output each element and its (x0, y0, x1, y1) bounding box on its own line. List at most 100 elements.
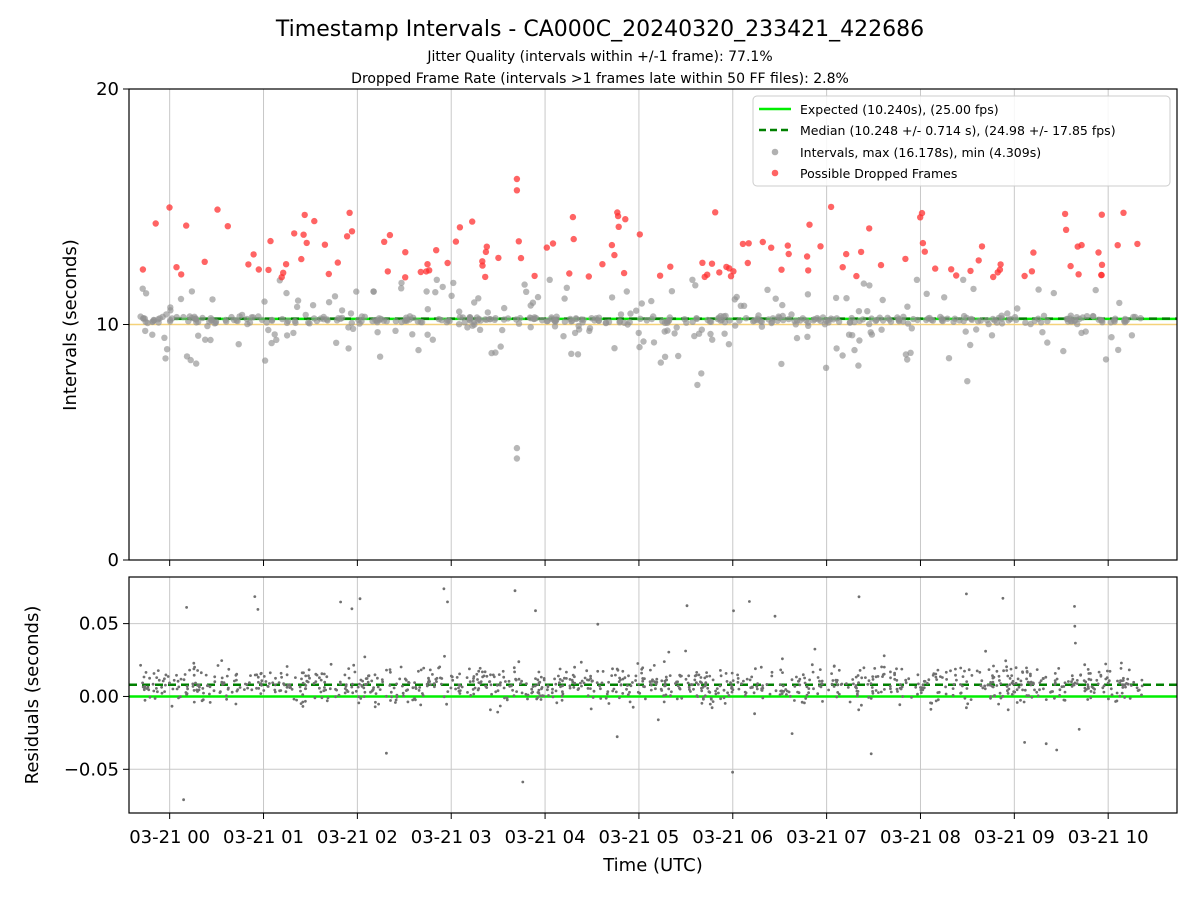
residual-point (773, 614, 777, 618)
residual-point (1042, 687, 1045, 691)
dropped-frame-point (1114, 242, 1121, 249)
residual-point (419, 703, 423, 707)
interval-point (765, 316, 772, 323)
residual-point (230, 690, 234, 694)
residual-point (1101, 686, 1105, 690)
residual-point (188, 668, 192, 672)
residual-point (1086, 683, 1090, 686)
residual-point (1023, 688, 1027, 692)
residual-point (433, 685, 436, 689)
residual-point (141, 681, 145, 685)
residual-point (914, 685, 918, 689)
residual-point (1119, 679, 1122, 682)
dropped-frame-point (990, 273, 997, 281)
residual-point (803, 681, 807, 685)
residual-point (406, 700, 410, 704)
residual-point (517, 677, 521, 681)
residual-point (788, 694, 792, 698)
interval-point (785, 315, 792, 323)
residual-point (1086, 668, 1090, 671)
residual-point (185, 606, 189, 609)
residual-point (586, 694, 590, 697)
residual-point (170, 704, 174, 708)
residual-point (304, 699, 307, 703)
interval-point (617, 311, 625, 318)
residual-point (600, 681, 604, 685)
residual-point (502, 686, 506, 690)
residuals-axes-frame (128, 576, 1178, 814)
interval-point (1137, 315, 1144, 322)
residual-point (990, 684, 994, 688)
residual-point (961, 684, 964, 688)
residual-point (606, 690, 610, 694)
dropped-frame-point (325, 270, 332, 278)
interval-point (1095, 316, 1102, 323)
interval-point (866, 320, 873, 328)
residual-point (1106, 669, 1109, 673)
interval-point (650, 339, 658, 346)
residual-point (539, 694, 542, 698)
residual-point (618, 696, 621, 700)
residual-point (536, 683, 540, 686)
x-tick-label: 03-21 08 (880, 827, 961, 848)
interval-point (167, 307, 174, 314)
residual-point (301, 700, 305, 704)
residual-point (888, 684, 892, 688)
interval-point (261, 357, 269, 364)
interval-point (551, 323, 559, 330)
dropped-frame-point (745, 240, 752, 247)
dropped-frame-point (348, 228, 356, 235)
residual-point (770, 670, 774, 674)
interval-point (779, 312, 786, 320)
dropped-frame-point (759, 238, 766, 246)
residual-point (521, 780, 525, 784)
residual-point (693, 678, 697, 682)
dropped-frame-point (495, 254, 502, 262)
residual-point (1039, 679, 1043, 682)
residual-point (359, 697, 363, 700)
residual-point (607, 702, 611, 705)
residual-point (1063, 681, 1067, 685)
residual-point (978, 670, 982, 674)
dropped-frame-point (426, 267, 433, 274)
interval-point (527, 324, 534, 331)
interval-point (202, 336, 209, 343)
residual-point (498, 704, 502, 708)
residual-point (801, 673, 805, 677)
residual-point (599, 697, 603, 700)
residual-point (490, 692, 493, 696)
interval-point (188, 314, 196, 322)
residual-point (438, 665, 442, 669)
residual-point (910, 696, 913, 699)
residual-point (761, 684, 764, 687)
residual-point (717, 691, 720, 695)
interval-point (398, 318, 405, 326)
residual-point (787, 690, 791, 694)
dropped-frame-point (433, 247, 440, 254)
interval-point (423, 288, 430, 295)
residual-point (589, 674, 592, 678)
residual-point (598, 684, 601, 688)
intervals-legend[interactable]: Expected (10.240s), (25.00 fps) Median (… (752, 95, 1171, 187)
residual-point (537, 688, 541, 692)
interval-point (523, 288, 530, 295)
residual-point (539, 698, 543, 701)
residual-point (889, 687, 892, 691)
residual-point (192, 673, 196, 677)
residual-point (1027, 694, 1031, 697)
interval-point (415, 346, 422, 354)
residual-point (182, 798, 186, 802)
dropped-frame-point (712, 209, 719, 216)
interval-point (648, 297, 655, 305)
residual-point (693, 674, 697, 678)
interval-point (521, 281, 528, 288)
residual-point (589, 707, 593, 711)
residual-point (307, 668, 311, 672)
interval-point (560, 333, 567, 340)
interval-point (673, 324, 680, 331)
residual-point (221, 683, 224, 686)
residual-point (1021, 688, 1024, 692)
interval-point (140, 315, 147, 322)
residual-point (301, 693, 305, 696)
interval-point (626, 318, 633, 326)
